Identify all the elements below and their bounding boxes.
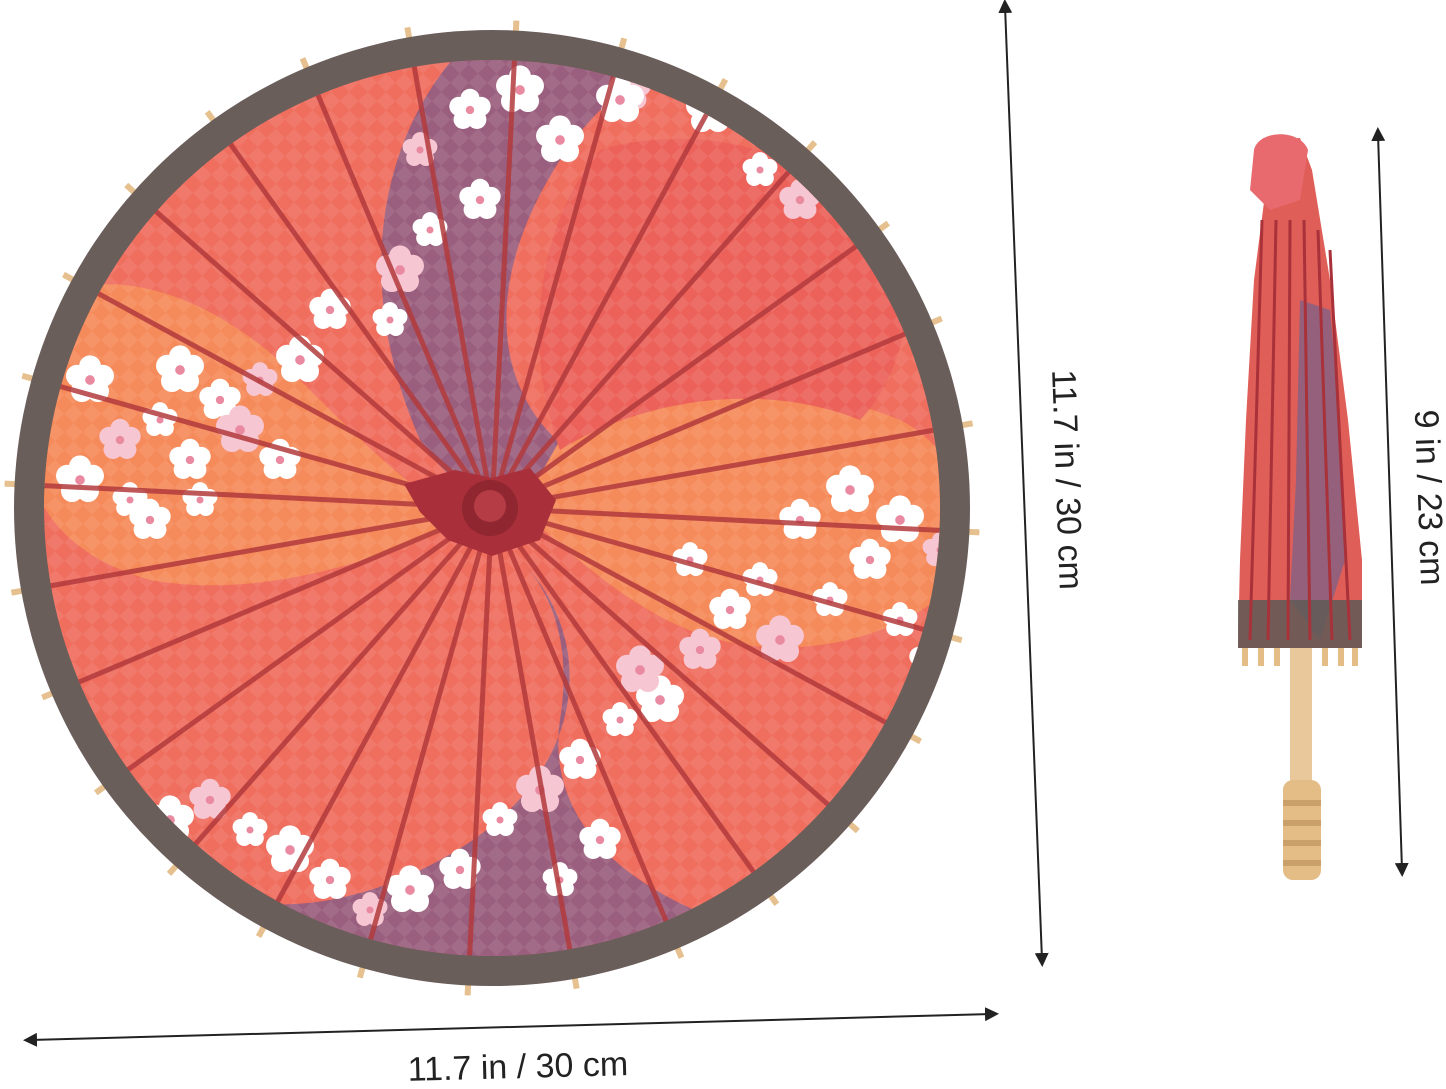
- closed-length-label: 9 in / 23 cm: [1407, 409, 1446, 586]
- canopy-rib: [215, 124, 495, 510]
- closed-rib-tips: [1242, 640, 1358, 666]
- blossom-icon: [536, 115, 584, 163]
- blossom-icon: [849, 538, 891, 580]
- umbrella-top-cap: [1250, 134, 1308, 210]
- canopy-rib: [466, 507, 495, 956]
- canopy-rib: [108, 505, 494, 785]
- closed-umbrella: [1238, 134, 1362, 880]
- width-label: 11.7 in / 30 cm: [407, 1045, 628, 1089]
- canopy-rib: [407, 60, 495, 509]
- blossom-icon: [309, 858, 351, 900]
- blossom-icon: [826, 465, 874, 513]
- blossom-icon: [266, 825, 314, 873]
- canopy-rib: [491, 505, 940, 534]
- umbrella-shaft: [1290, 640, 1312, 800]
- canopy-rib: [491, 505, 940, 638]
- canopy-rib: [489, 507, 677, 943]
- canopy-rib: [362, 507, 495, 956]
- canopy-rib: [137, 195, 494, 510]
- canopy-rib: [44, 482, 493, 511]
- blossom-icon: [602, 702, 638, 737]
- height-arrow: [998, 0, 1049, 967]
- blossom-icon: [352, 892, 388, 927]
- blossom-icon: [169, 438, 211, 480]
- blossom-icon: [459, 178, 501, 220]
- blossom-icon: [742, 152, 778, 187]
- blossom-icon: [99, 418, 141, 460]
- folded-canopy-pleats: [1248, 219, 1352, 641]
- canopy-rib: [489, 507, 577, 956]
- canopy-rib: [489, 94, 720, 510]
- blossom-icon: [439, 848, 481, 890]
- closed-length-arrow: [1371, 127, 1409, 877]
- blossom-icon: [156, 345, 204, 393]
- canopy-rib: [491, 323, 927, 511]
- canopy-rib: [489, 506, 769, 892]
- blossom-icon: [232, 812, 268, 847]
- blossom-icon: [709, 588, 751, 630]
- canopy-rib: [490, 505, 906, 736]
- blossom-icon: [756, 615, 804, 663]
- blossom-icon: [129, 498, 171, 540]
- canopy-rib: [489, 60, 518, 509]
- canopy-rib: [57, 505, 493, 693]
- blossom-icon: [482, 802, 518, 837]
- blossom-icon: [449, 88, 491, 130]
- blossom-icon: [579, 818, 621, 860]
- canopy-rib: [490, 231, 876, 511]
- canopy-rib: [490, 506, 847, 821]
- canopy-rib: [307, 73, 495, 509]
- canopy-rib: [490, 153, 805, 510]
- canopy-rib: [44, 505, 493, 593]
- folded-canopy-border: [1238, 600, 1362, 648]
- blossom-icon: [372, 302, 408, 337]
- umbrella-handle-grip: [1283, 780, 1321, 880]
- canopy-rib: [78, 280, 494, 511]
- folded-canopy-purple: [1290, 300, 1345, 640]
- blossom-icon: [679, 628, 721, 670]
- canopy-rib: [489, 60, 622, 509]
- blossom-icon: [616, 645, 664, 693]
- canopy-ribs: [44, 60, 940, 956]
- canopy-rib: [264, 506, 495, 922]
- blossom-icon: [386, 865, 434, 913]
- canopy-rib: [491, 423, 940, 511]
- canopy-rib: [179, 506, 494, 863]
- blossom-icon: [276, 335, 324, 383]
- width-arrow: [23, 1007, 999, 1047]
- center-cap: [404, 468, 556, 556]
- open-umbrella: [4, 20, 980, 996]
- blossom-icon: [672, 542, 708, 577]
- height-label: 11.7 in / 30 cm: [1044, 369, 1090, 591]
